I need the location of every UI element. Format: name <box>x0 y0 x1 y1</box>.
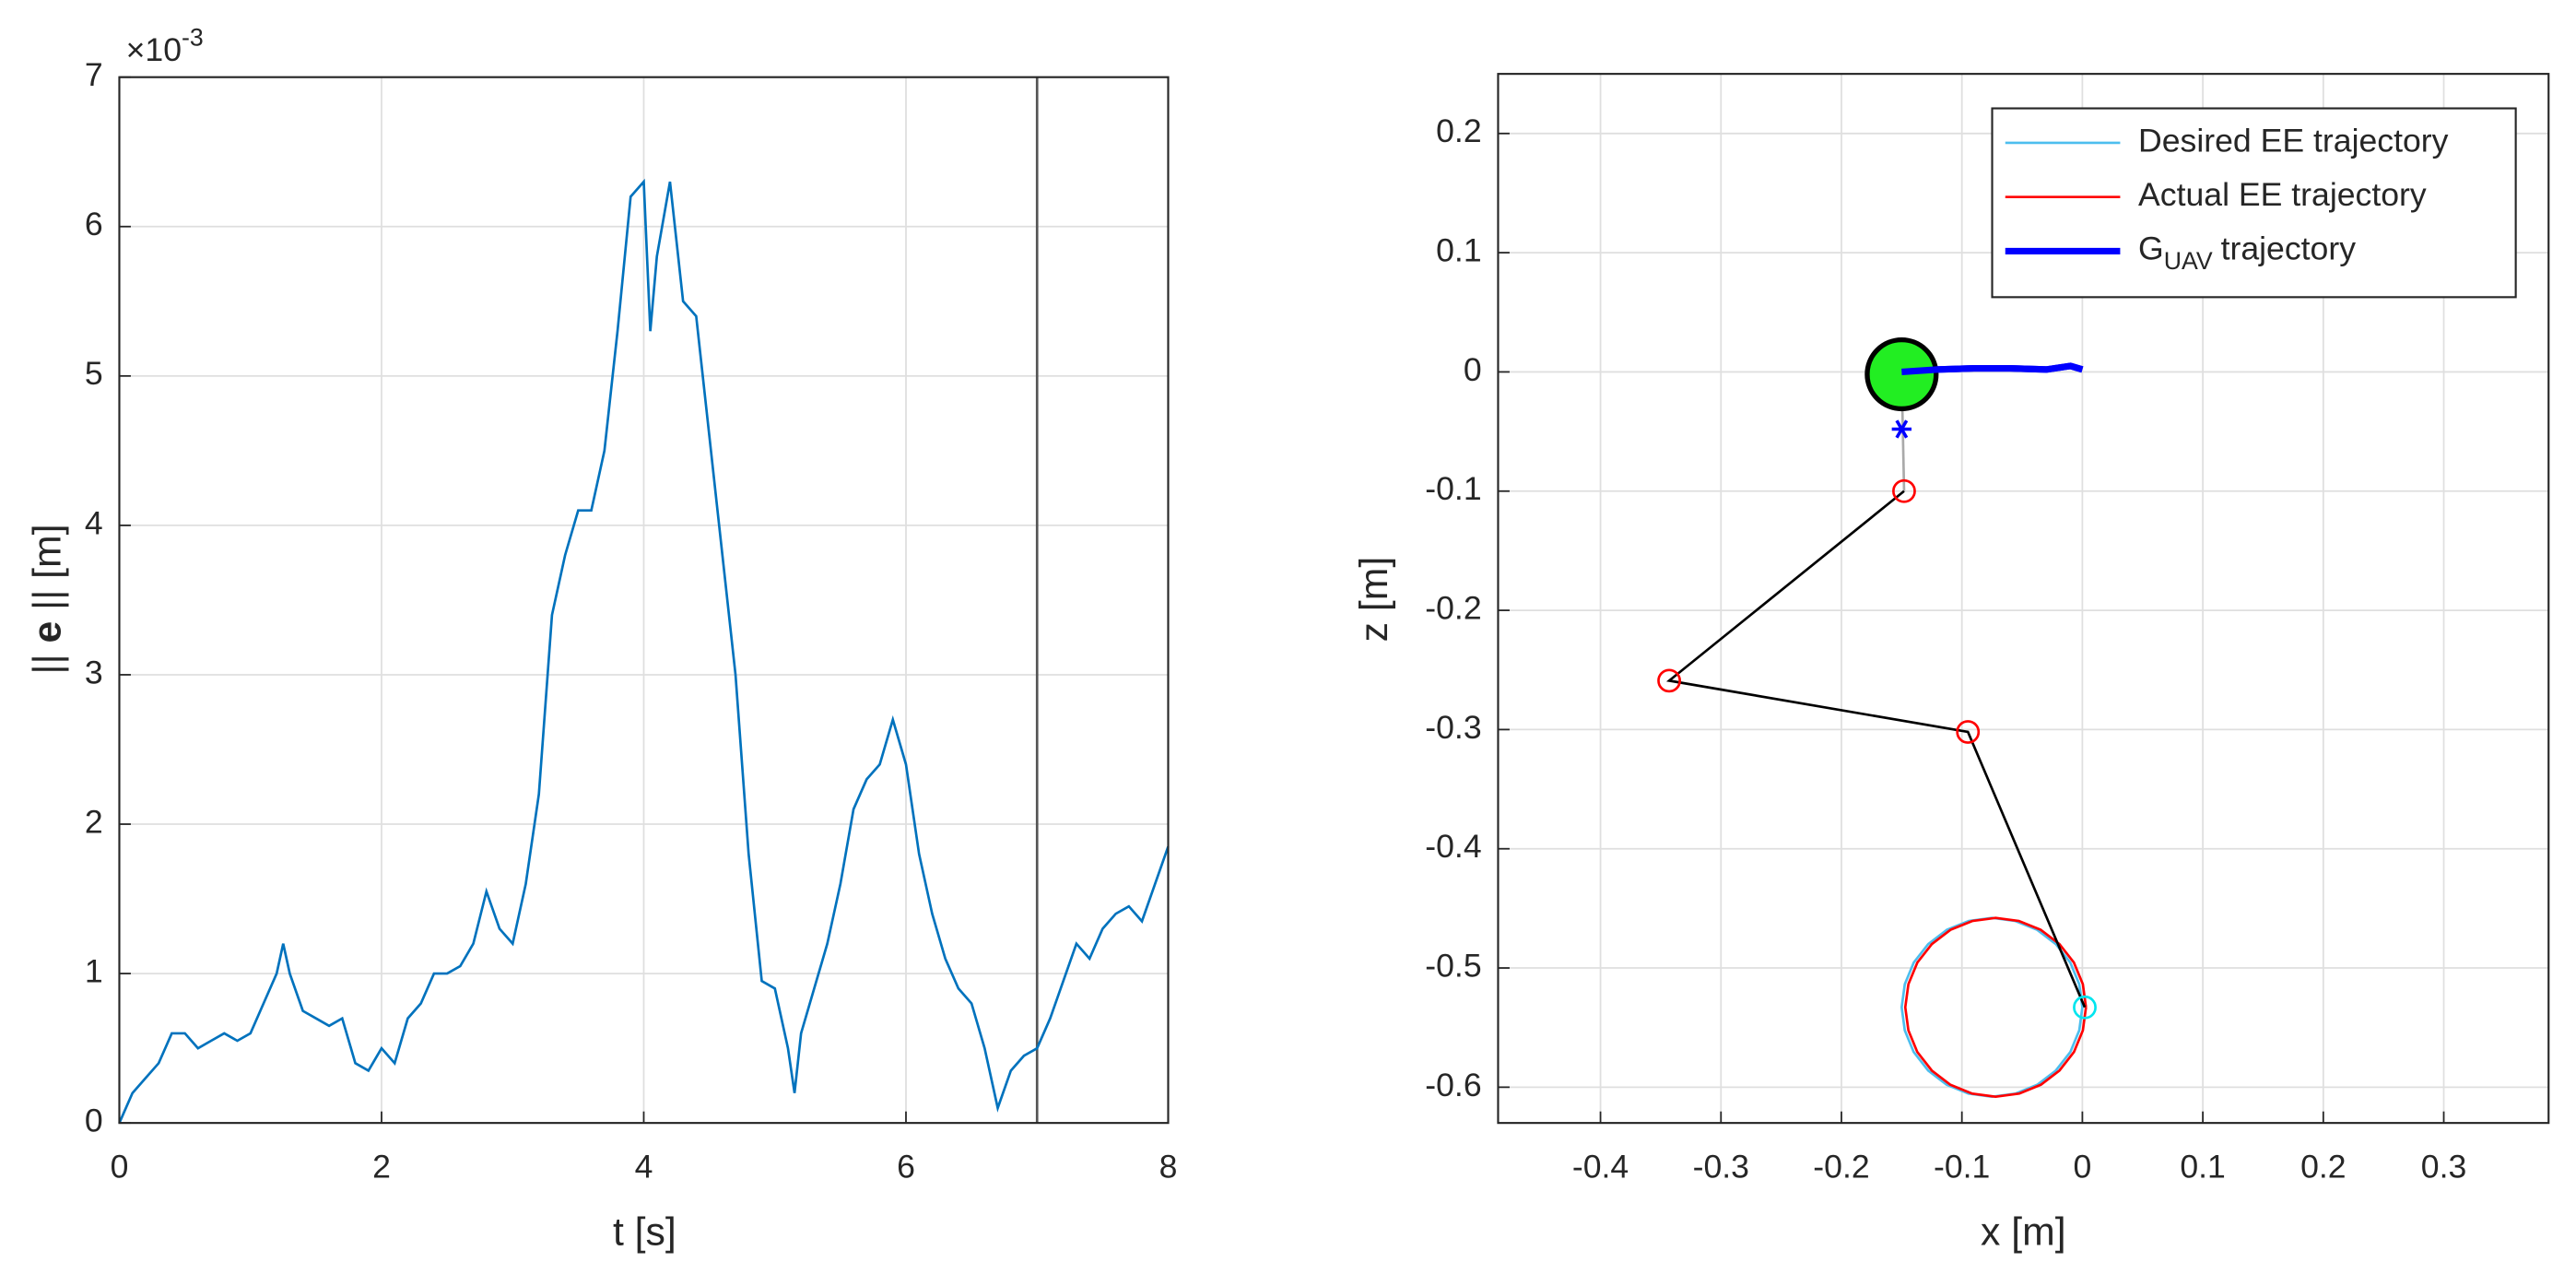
com-marker-stroke <box>1895 419 1909 439</box>
x-axis-label: x [m] <box>1981 1210 2066 1255</box>
y-tick-label: 2 <box>85 803 103 840</box>
x-tick-label: 8 <box>1159 1148 1178 1185</box>
y-tick-label: 7 <box>85 56 103 93</box>
x-tick-label: 2 <box>372 1148 391 1185</box>
x-tick-label: 0.2 <box>2300 1148 2347 1185</box>
x-tick-label: -0.2 <box>1813 1148 1869 1185</box>
y-tick-label: 6 <box>85 206 103 242</box>
joint-marker <box>1892 478 1916 503</box>
end-effector-marker <box>2073 995 2097 1020</box>
y-tick-label: -0.6 <box>1425 1067 1481 1103</box>
legend-label-sub: UAV <box>2164 247 2213 275</box>
y-label-part: || <box>26 654 70 674</box>
y-tick-label: 0 <box>85 1103 103 1139</box>
data-line <box>118 178 1170 1124</box>
arm-links <box>1665 490 2087 1009</box>
joint-marker <box>1657 668 1681 693</box>
trajectory-line <box>1901 362 2084 375</box>
y-tick-label: -0.3 <box>1425 709 1481 746</box>
y-tick-label: 0 <box>1464 351 1482 388</box>
x-tick-label: -0.4 <box>1572 1148 1629 1185</box>
axes-box <box>118 76 1170 1125</box>
com-marker <box>1891 419 1912 439</box>
y-tick-label: -0.1 <box>1425 470 1481 507</box>
axes-box <box>1497 73 2550 1125</box>
legend-label: Desired EE trajectory <box>2138 122 2449 159</box>
x-tick-label: 0 <box>2073 1148 2091 1185</box>
y-tick-label: -0.2 <box>1425 589 1481 626</box>
legend-label: GUAV trajectory <box>2138 230 2356 275</box>
y-axis-label: z [m] <box>1352 557 1396 643</box>
x-tick-label: 6 <box>897 1148 915 1185</box>
y-tick-label: -0.5 <box>1425 947 1481 984</box>
y-tick-label: 3 <box>85 654 103 690</box>
multiplier-base: ×10 <box>126 31 182 68</box>
trajectory-line <box>1900 916 2084 1099</box>
y-tick-label: 1 <box>85 952 103 989</box>
x-tick-label: 4 <box>635 1148 653 1185</box>
uav-base <box>1864 336 1939 412</box>
y-tick-label: 0.1 <box>1436 232 1482 269</box>
y-tick-label: 4 <box>85 504 103 541</box>
y-label-part: e <box>26 621 70 643</box>
x-tick-label: -0.1 <box>1934 1148 1990 1185</box>
y-label-part: || [m] <box>26 524 70 609</box>
joint-marker <box>1956 720 1981 744</box>
legend-label-part: trajectory <box>2221 230 2357 267</box>
x-axis-label: t [s] <box>613 1210 676 1255</box>
multiplier-exponent: -3 <box>182 24 204 52</box>
legend-label: Actual EE trajectory <box>2138 176 2427 213</box>
x-tick-label: 0.1 <box>2180 1148 2226 1185</box>
y-tick-label: 0.2 <box>1436 112 1482 149</box>
trajectory-line <box>1903 916 2088 1099</box>
legend-label-part: G <box>2138 230 2164 267</box>
x-tick-label: 0 <box>111 1148 129 1185</box>
y-axis-label: || e || [m] <box>26 524 70 674</box>
x-tick-label: 0.3 <box>2421 1148 2467 1185</box>
y-tick-label: 5 <box>85 355 103 392</box>
legend-box <box>1991 107 2517 299</box>
x-tick-label: -0.3 <box>1693 1148 1749 1185</box>
y-multiplier: ×10-3 <box>126 24 204 69</box>
y-tick-label: -0.4 <box>1425 828 1481 865</box>
